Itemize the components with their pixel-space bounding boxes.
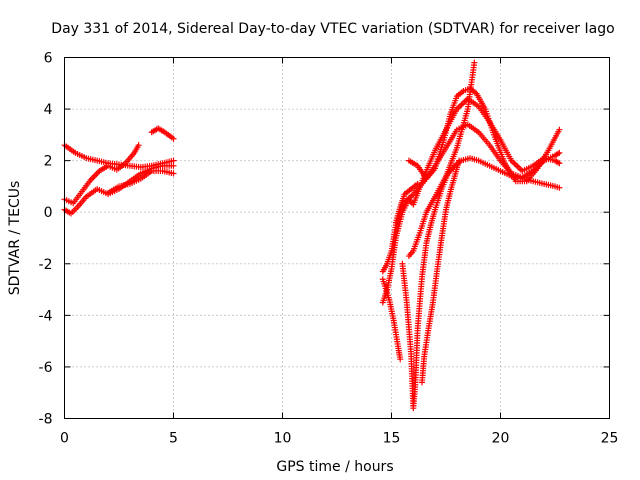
x-tick-label: 0 <box>60 431 69 447</box>
x-axis-label: GPS time / hours <box>276 459 393 475</box>
y-tick-label: 4 <box>44 102 53 118</box>
data-point <box>170 135 177 142</box>
data-point <box>556 184 563 191</box>
data-point <box>170 157 177 164</box>
axis-ticks: 0 5 10 15 20 25 -8 -6 -4 -2 0 2 4 6 <box>39 51 619 447</box>
data-points <box>61 59 563 412</box>
data-point <box>170 162 177 169</box>
series-track-8 <box>379 276 404 363</box>
series-track-13 <box>392 180 421 226</box>
x-tick-label: 15 <box>383 431 401 447</box>
data-point <box>556 149 563 156</box>
x-tick-label: 10 <box>274 431 292 447</box>
series-track-12 <box>405 85 563 185</box>
series-track-5 <box>148 125 177 142</box>
data-point <box>170 170 177 177</box>
x-tick-label: 20 <box>492 431 510 447</box>
data-point <box>135 142 142 149</box>
data-point <box>456 157 463 164</box>
chart-title: Day 331 of 2014, Sidereal Day-to-day VTE… <box>51 21 614 37</box>
x-tick-label: 5 <box>169 431 178 447</box>
y-tick-label: 6 <box>44 51 53 67</box>
series-track-10 <box>419 157 463 386</box>
series-track-4 <box>105 167 177 196</box>
data-point <box>471 59 478 66</box>
data-point <box>414 180 421 187</box>
y-axis-label: SDTVAR / TECUs <box>7 181 23 296</box>
y-tick-label: -4 <box>39 308 53 324</box>
series-track-2 <box>61 142 142 207</box>
data-point <box>556 126 563 133</box>
y-tick-label: 0 <box>44 205 53 221</box>
plot-frame <box>64 57 610 419</box>
x-tick-label: 25 <box>601 431 619 447</box>
y-tick-label: -8 <box>39 412 53 428</box>
series-track-11 <box>405 59 478 260</box>
y-tick-label: 2 <box>44 154 53 170</box>
series-track-6 <box>379 121 563 275</box>
data-point <box>397 356 404 363</box>
y-tick-label: -2 <box>39 257 53 273</box>
data-point <box>556 160 563 167</box>
y-tick-label: -6 <box>39 360 53 376</box>
grid <box>64 57 610 419</box>
